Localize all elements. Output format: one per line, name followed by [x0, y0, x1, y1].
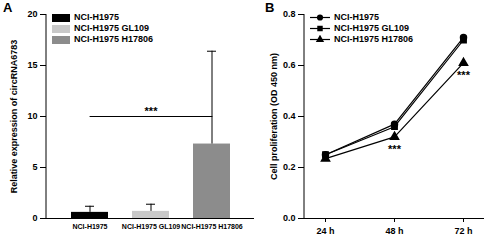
svg-text:15: 15 [27, 60, 37, 70]
html-text:NCI-H1975 H17806: NCI-H1975 H17806 [334, 34, 413, 44]
svg-text:***: *** [145, 105, 159, 117]
svg-text:Cell proliferation (OD 450 nm): Cell proliferation (OD 450 nm) [269, 53, 279, 180]
html-text:NCI-H1975 H17806: NCI-H1975 H17806 [74, 34, 153, 44]
svg-text:0: 0 [32, 213, 37, 223]
svg-text:***: *** [388, 143, 402, 155]
svg-text:0.2: 0.2 [283, 162, 296, 172]
svg-text:20: 20 [27, 9, 37, 19]
svg-text:Relative expression of circRNA: Relative expression of circRNA6783 [9, 40, 19, 194]
svg-text:0.0: 0.0 [283, 213, 296, 223]
svg-text:***: *** [457, 69, 471, 81]
svg-text:0.8: 0.8 [283, 9, 296, 19]
svg-text:72 h: 72 h [454, 226, 472, 236]
svg-text:24 h: 24 h [316, 226, 334, 236]
svg-text:0.4: 0.4 [283, 111, 296, 121]
svg-text:NCI-H1975 H17806: NCI-H1975 H17806 [181, 223, 243, 230]
svg-text:10: 10 [27, 111, 37, 121]
svg-text:0.6: 0.6 [283, 60, 296, 70]
svg-text:48 h: 48 h [385, 226, 403, 236]
html-text:NCI-H1975: NCI-H1975 [74, 12, 119, 22]
html-text:B: B [265, 0, 275, 15]
html-text:A: A [3, 0, 13, 15]
html-text:NCI-H1975 GL109: NCI-H1975 GL109 [334, 23, 409, 33]
svg-text:NCI-H1975 GL109: NCI-H1975 GL109 [122, 223, 180, 230]
html-text:NCI-H1975: NCI-H1975 [334, 12, 379, 22]
svg-text:5: 5 [32, 162, 37, 172]
html-text:NCI-H1975 GL109: NCI-H1975 GL109 [74, 23, 149, 33]
svg-text:NCI-H1975: NCI-H1975 [72, 223, 107, 230]
